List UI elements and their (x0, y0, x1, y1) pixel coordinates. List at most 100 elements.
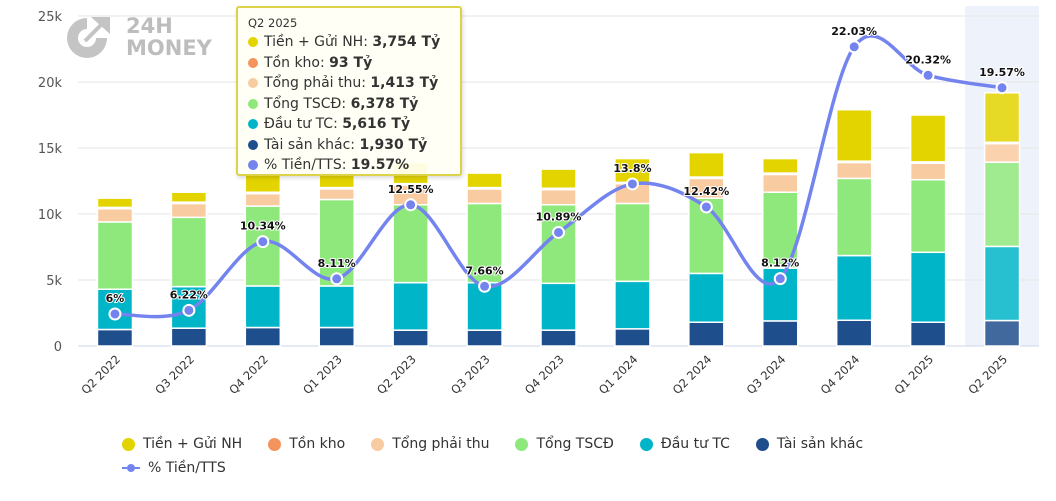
legend-dot-icon (371, 437, 385, 451)
y-tick-label: 25k (38, 10, 63, 25)
bar-segment-t-i-s-n-kh-c[interactable] (466, 329, 503, 347)
legend-item-cash-ratio[interactable]: % Tiền/TTS (122, 460, 226, 476)
legend-item[interactable]: Tài sản khác (755, 436, 864, 452)
bar-segment-t-ng-ph-i-thu[interactable] (540, 188, 577, 206)
data-label: 12.55% (388, 183, 434, 196)
tooltip-dot-icon (248, 78, 258, 89)
legend-label: Tài sản khác (776, 436, 864, 452)
bar-segment-t-ng-ph-i-thu[interactable] (318, 188, 355, 201)
bar-segment-ti-n-g-i-nh[interactable] (983, 92, 1021, 144)
line-point[interactable] (773, 272, 787, 286)
x-tick-label: Q3 2024 (744, 352, 789, 397)
bar-segment--u-t-tc[interactable] (540, 282, 577, 331)
bar-segment-t-ng-tsc-[interactable] (688, 197, 725, 275)
bar-segment-t-ng-ph-i-thu[interactable] (466, 188, 503, 205)
line-point[interactable] (552, 225, 565, 239)
bar-segment--u-t-tc[interactable] (392, 281, 429, 331)
data-label: 22.03% (831, 25, 877, 38)
bar-segment-t-i-s-n-kh-c[interactable] (540, 329, 577, 347)
legend-dot-icon (639, 437, 653, 451)
bar-segment-t-ng-tsc-[interactable] (170, 216, 208, 288)
bar-segment-ti-n-g-i-nh[interactable] (909, 114, 947, 163)
bar-segment-t-i-s-n-kh-c[interactable] (762, 320, 799, 347)
bar-segment-ti-n-g-i-nh[interactable] (688, 151, 725, 178)
bar-segment--u-t-tc[interactable] (835, 254, 873, 322)
bar-segment-t-i-s-n-kh-c[interactable] (983, 319, 1021, 347)
bar-segment-t-i-s-n-kh-c[interactable] (170, 327, 208, 347)
line-point[interactable] (699, 200, 713, 214)
bar-segment-t-ng-ph-i-thu[interactable] (835, 161, 873, 180)
tooltip-dot-icon (248, 57, 258, 68)
bar-segment-t-ng-ph-i-thu[interactable] (170, 202, 208, 219)
bar-segment-t-i-s-n-kh-c[interactable] (909, 321, 947, 347)
legend-label: Tiền + Gửi NH (143, 436, 243, 452)
bar-segment-t-ng-tsc-[interactable] (392, 204, 429, 284)
line-point[interactable] (256, 235, 270, 249)
line-point[interactable] (847, 40, 861, 54)
line-point[interactable] (478, 279, 492, 293)
bar-segment-t-i-s-n-kh-c[interactable] (688, 321, 725, 347)
data-label: 8.12% (761, 257, 799, 270)
bar-segment-ti-n-g-i-nh[interactable] (540, 168, 577, 190)
line-point[interactable] (625, 177, 639, 191)
bar-segment--u-t-tc[interactable] (244, 285, 282, 329)
legend-item[interactable]: Tổng phải thu (371, 436, 489, 452)
line-point[interactable] (921, 68, 935, 82)
line-point[interactable] (108, 307, 122, 321)
logo-text-line2: MONEY (126, 36, 212, 60)
bar-segment-ti-n-g-i-nh[interactable] (96, 197, 134, 209)
tooltip-title: Q2 2025 (248, 16, 298, 30)
bar-segment-t-i-s-n-kh-c[interactable] (318, 326, 355, 347)
x-tick-label: Q2 2023 (374, 352, 419, 397)
bar-segment-t-ng-ph-i-thu[interactable] (762, 173, 799, 193)
legend-item[interactable]: Tổng TSCĐ (515, 436, 614, 452)
tooltip-row: Tồn kho: 93 Tỷ (248, 53, 460, 74)
bar-segment-t-ng-tsc-[interactable] (983, 161, 1021, 248)
x-tick-label: Q1 2023 (300, 352, 345, 397)
bar-segment-t-ng-ph-i-thu[interactable] (96, 207, 134, 223)
bar-segment-ti-n-g-i-nh[interactable] (244, 172, 282, 193)
bar-segment-ti-n-g-i-nh[interactable] (170, 191, 208, 203)
tooltip-value: 6,378 Tỷ (350, 95, 419, 112)
bar-segment--u-t-tc[interactable] (688, 272, 725, 323)
tooltip-value: 1,930 Tỷ (359, 136, 428, 153)
bar-segment-t-i-s-n-kh-c[interactable] (392, 329, 429, 347)
tooltip-value: 93 Tỷ (329, 54, 373, 71)
tooltip-label: Đầu tư TC: (264, 116, 343, 133)
bar-segment-t-i-s-n-kh-c[interactable] (244, 326, 282, 347)
legend-item[interactable]: Tồn kho (268, 436, 345, 452)
bar-segment-t-i-s-n-kh-c[interactable] (614, 328, 651, 347)
y-tick-label: 10k (38, 208, 63, 223)
bar-segment-t-ng-tsc-[interactable] (96, 221, 134, 290)
logo-watermark: 24H MONEY (58, 14, 212, 60)
data-label: 12.42% (683, 185, 729, 198)
bar-segment-t-ng-tsc-[interactable] (614, 202, 651, 283)
bar-segment-t-ng-tsc-[interactable] (909, 178, 947, 254)
data-label: 13.8% (613, 162, 651, 175)
bar-segment-t-i-s-n-kh-c[interactable] (96, 328, 134, 347)
legend-item[interactable]: Đầu tư TC (639, 436, 730, 452)
bar-segment--u-t-tc[interactable] (909, 251, 947, 323)
bar-segment-t-ng-ph-i-thu[interactable] (244, 192, 282, 207)
bar-segment-ti-n-g-i-nh[interactable] (835, 108, 873, 162)
x-tick-label: Q1 2024 (596, 352, 641, 397)
data-label: 19.57% (979, 66, 1025, 79)
bar-segment-t-ng-ph-i-thu[interactable] (983, 142, 1021, 163)
bar-segment--u-t-tc[interactable] (983, 245, 1021, 322)
line-point[interactable] (404, 198, 418, 212)
bar-segment-t-i-s-n-kh-c[interactable] (835, 319, 873, 347)
bar-segment-t-ng-tsc-[interactable] (835, 177, 873, 257)
line-point[interactable] (182, 303, 196, 317)
stacked-bar-line-chart: 0 5k 10k 15k 20k 25k Q2 2022 Q3 2022 Q4 2022 Q1 2… (38, 6, 1039, 397)
bar-segment--u-t-tc[interactable] (614, 280, 651, 330)
tooltip-row: Đầu tư TC: 5,616 Tỷ (248, 114, 460, 135)
line-point[interactable] (330, 272, 344, 286)
bar-segment-t-ng-ph-i-thu[interactable] (909, 162, 947, 181)
tooltip-value: 1,413 Tỷ (370, 75, 439, 92)
line-point[interactable] (995, 81, 1009, 95)
legend-item[interactable]: Tiền + Gửi NH (122, 436, 242, 452)
bar-segment-ti-n-g-i-nh[interactable] (466, 172, 503, 189)
tooltip: Q2 2025 Tiền + Gửi NH: 3,754 Tỷ Tồn kho: … (236, 6, 462, 176)
bar-segment-ti-n-g-i-nh[interactable] (762, 157, 799, 174)
bar-segment--u-t-tc[interactable] (318, 285, 355, 329)
